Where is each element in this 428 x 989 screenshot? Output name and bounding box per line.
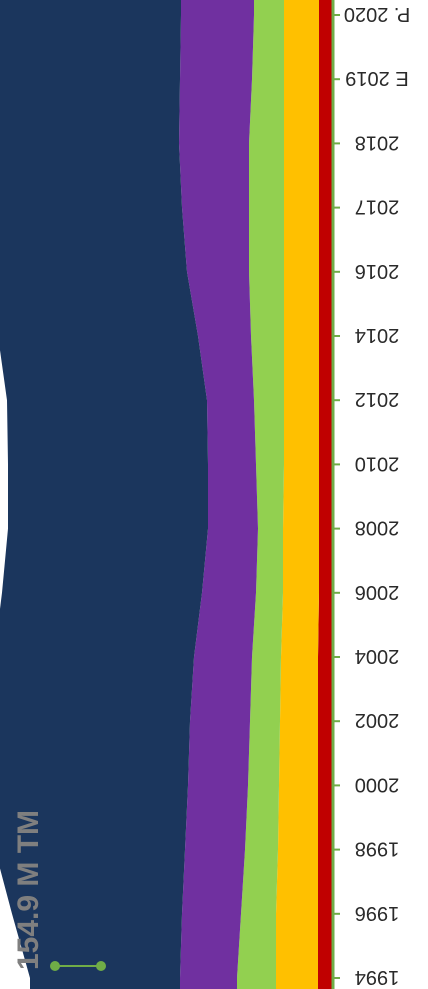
area-series-5 bbox=[0, 0, 208, 989]
x-tick-label: 2016 bbox=[355, 260, 400, 282]
x-tick-label: 1996 bbox=[355, 902, 400, 924]
x-tick-label: 2002 bbox=[355, 709, 400, 731]
x-tick-label: E 2019 bbox=[345, 67, 408, 89]
annotation-group: 154.9 M TM bbox=[12, 810, 106, 971]
area-series-4 bbox=[179, 0, 258, 989]
annotation-dot-right bbox=[96, 961, 106, 971]
annotation-dot-left bbox=[50, 961, 60, 971]
x-tick-label: P. 2020 bbox=[344, 3, 410, 25]
area-series-group bbox=[0, 0, 333, 989]
x-tick-label: 2010 bbox=[355, 452, 400, 474]
x-tick-label: 2012 bbox=[355, 388, 400, 410]
x-tick-label: 1998 bbox=[355, 838, 400, 860]
x-tick-label: 2018 bbox=[355, 131, 400, 153]
x-tick-label: 2004 bbox=[355, 645, 400, 667]
annotation-label: 154.9 M TM bbox=[12, 810, 45, 970]
x-axis-ticks: 1994 1996 1998 2000 2002 2004 2006 2008 2010 2012… bbox=[333, 3, 410, 988]
area-series-2 bbox=[276, 0, 319, 989]
x-tick-label: 2000 bbox=[355, 773, 400, 795]
area-series-1 bbox=[318, 0, 333, 989]
x-tick-label: 2006 bbox=[355, 581, 400, 603]
area-series-3 bbox=[237, 0, 284, 989]
x-tick-label: 1994 bbox=[355, 966, 400, 988]
x-tick-label: 2017 bbox=[355, 196, 400, 218]
x-tick-label: 2014 bbox=[355, 324, 400, 346]
x-tick-label: 2008 bbox=[355, 517, 400, 539]
